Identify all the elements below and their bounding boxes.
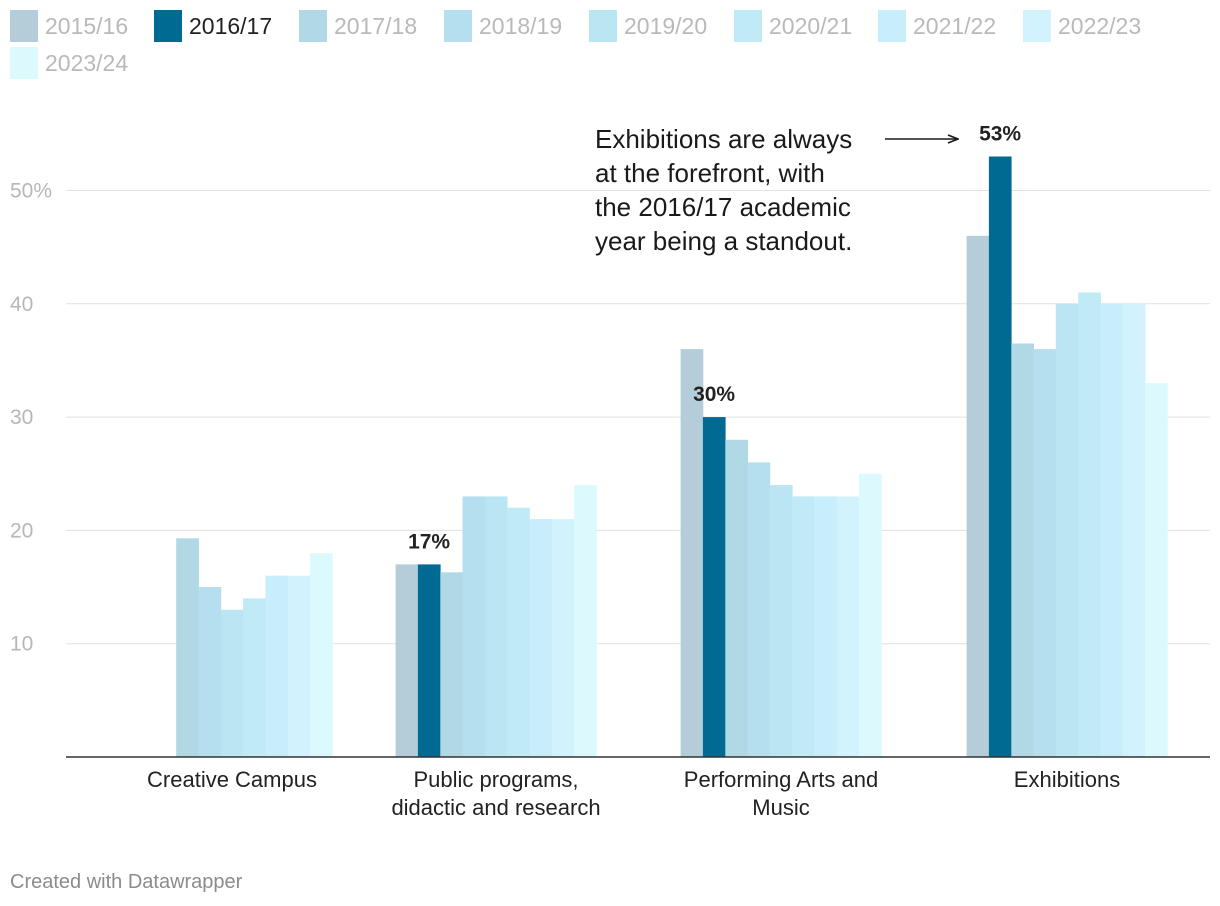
category-labels: Creative Campus Public programs, didactic … [147,767,1120,820]
y-tick-label: 20 [10,519,33,542]
credit-text: Created with Datawrapper [10,871,243,893]
y-tick-label: 10 [10,633,33,656]
bar [1033,349,1057,757]
bar [198,587,222,757]
bar [680,349,704,757]
bar [462,496,486,757]
bar [1055,303,1079,757]
legend-label: 2021/22 [913,13,996,39]
legend-item[interactable]: 2021/22 [878,10,996,42]
bar [1145,383,1168,757]
y-tick-label: 50% [10,180,52,203]
bar [1011,343,1034,757]
bar [176,538,199,757]
legend-label: 2020/21 [769,13,852,39]
bar [1122,303,1146,757]
bar [220,609,244,757]
bar [395,564,419,757]
bar [769,485,793,757]
legend: 2015/16 2016/17 2017/18 2018/19 2019/20 2020/… [10,10,1141,79]
legend-label: 2023/24 [45,50,128,76]
legend-item[interactable]: 2016/17 [154,10,272,42]
legend-swatch [10,10,38,42]
legend-label: 2015/16 [45,13,128,39]
legend-swatch [444,10,472,42]
bar [792,496,815,757]
legend-item[interactable]: 2015/16 [10,10,128,42]
bar [747,462,771,757]
annotation-text: Exhibitions are always at the forefront, … [595,124,852,256]
legend-item[interactable]: 2022/23 [1023,10,1141,42]
bar [417,564,441,757]
legend-item[interactable]: 2023/24 [10,47,128,79]
x-category-label: Creative Campus [147,767,317,792]
bar [265,575,289,757]
x-category-label: Exhibitions [1014,767,1120,792]
bar [440,572,463,757]
bars [176,156,1168,758]
bar [243,598,266,757]
bar [507,507,530,757]
bar [725,439,748,757]
legend-item[interactable]: 2020/21 [734,10,852,42]
y-tick-label: 30 [10,406,33,429]
bar [574,485,597,757]
legend-swatch [154,10,182,42]
legend-swatch [734,10,762,42]
bar [529,519,553,757]
bar [966,235,990,758]
legend-item[interactable]: 2018/19 [444,10,562,42]
x-category-label: Performing Arts and Music [684,767,878,820]
legend-swatch [10,47,38,79]
legend-swatch [1023,10,1051,42]
data-label: 53% [979,123,1021,146]
bar [1078,292,1101,757]
bar [310,553,333,757]
bar [484,496,508,757]
legend-swatch [878,10,906,42]
legend-label: 2016/17 [189,13,272,39]
legend-item[interactable]: 2019/20 [589,10,707,42]
bar [287,575,311,757]
data-label: 17% [408,530,450,553]
legend-label: 2018/19 [479,13,562,39]
bar [988,156,1012,757]
bar [859,473,882,758]
x-category-label: Public programs, didactic and research [391,767,600,820]
legend-label: 2019/20 [624,13,707,39]
annotation: Exhibitions are always at the forefront, … [595,124,958,256]
legend-item[interactable]: 2017/18 [299,10,417,42]
bar [836,496,860,757]
bar [551,519,575,757]
bar [702,417,726,757]
data-labels: 17% 30% 53% [408,123,1021,554]
legend-swatch [299,10,327,42]
bar [1100,303,1124,757]
y-tick-label: 40 [10,293,33,316]
legend-label: 2017/18 [334,13,417,39]
legend-swatch [589,10,617,42]
legend-label: 2022/23 [1058,13,1141,39]
bar [814,496,838,757]
data-label: 30% [693,383,735,406]
